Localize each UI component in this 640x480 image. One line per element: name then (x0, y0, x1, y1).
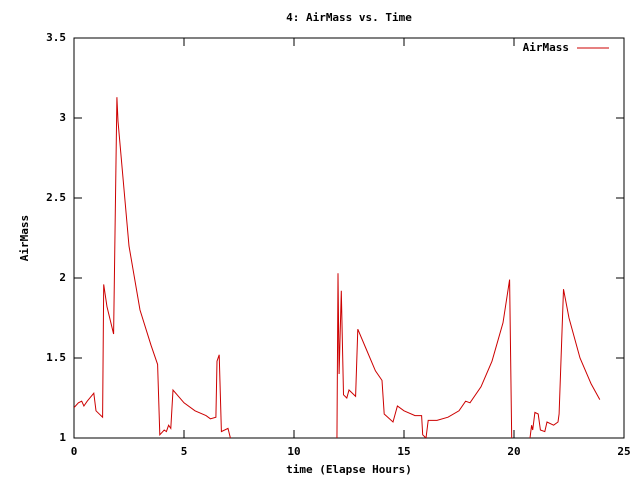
y-tick-label: 1.5 (46, 351, 66, 364)
x-tick-label: 25 (617, 445, 630, 458)
y-tick-label: 2 (59, 271, 66, 284)
y-tick-label: 3.5 (46, 31, 66, 44)
plot-frame (73, 37, 625, 439)
y-tick-label: 3 (59, 111, 66, 124)
x-tick-label: 10 (287, 445, 300, 458)
x-tick-label: 15 (397, 445, 410, 458)
legend-label: AirMass (523, 41, 569, 54)
x-axis-label: time (Elapse Hours) (286, 463, 412, 476)
data-line (74, 97, 601, 438)
y-tick-label: 1 (59, 431, 66, 444)
x-tick-label: 20 (507, 445, 520, 458)
x-tick-label: 0 (71, 445, 78, 458)
x-tick-label: 5 (181, 445, 188, 458)
y-axis-label: AirMass (18, 215, 31, 261)
y-tick-label: 2.5 (46, 191, 66, 204)
chart-title: 4: AirMass vs. Time (286, 11, 412, 24)
